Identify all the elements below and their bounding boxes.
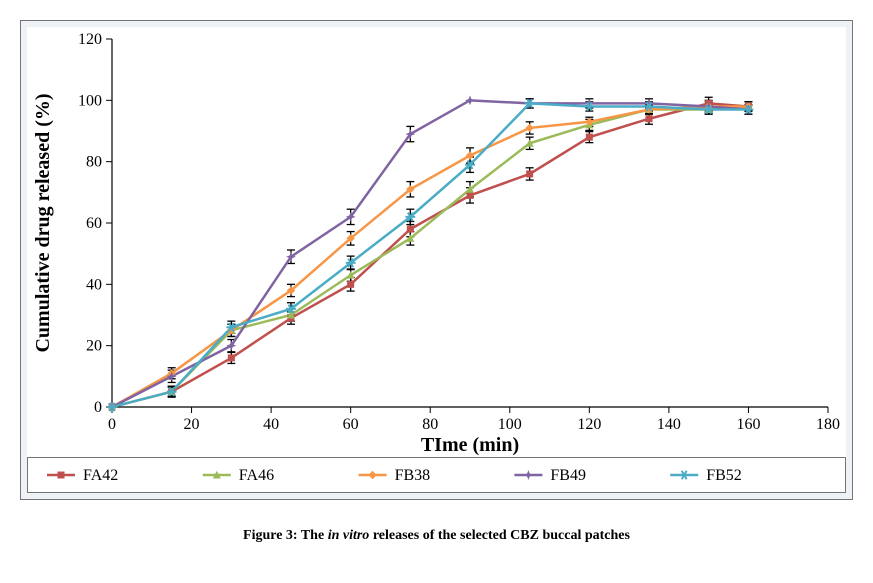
svg-text:120: 120: [577, 416, 601, 433]
svg-text:40: 40: [86, 276, 102, 293]
svg-text:20: 20: [86, 338, 102, 355]
svg-text:20: 20: [184, 416, 200, 433]
svg-text:FA46: FA46: [239, 467, 274, 484]
legend-svg: FA42 FA46 FB38 FB49 FB52: [27, 457, 846, 493]
svg-text:160: 160: [736, 416, 760, 433]
chart-outer-panel: 0 20 40 60 80 100 120 140 160 180 0 20 40 60 80 100 120 T…: [20, 20, 853, 500]
svg-text:120: 120: [78, 31, 102, 48]
svg-text:0: 0: [94, 399, 102, 416]
svg-text:FB49: FB49: [550, 467, 586, 484]
svg-text:FA42: FA42: [83, 467, 118, 484]
svg-text:100: 100: [498, 416, 522, 433]
caption-italic: in vitro: [328, 528, 370, 543]
chart-svg: 0 20 40 60 80 100 120 140 160 180 0 20 40 60 80 100 120 T…: [27, 27, 846, 457]
figure-container: 0 20 40 60 80 100 120 140 160 180 0 20 40 60 80 100 120 T…: [20, 20, 853, 544]
svg-text:180: 180: [816, 416, 840, 433]
svg-text:FB52: FB52: [706, 467, 742, 484]
svg-text:TIme (min): TIme (min): [421, 434, 519, 456]
caption-suffix: releases of the selected CBZ buccal patc…: [369, 528, 630, 543]
chart-plot-area: 0 20 40 60 80 100 120 140 160 180 0 20 40 60 80 100 120 T…: [27, 27, 846, 457]
svg-text:Cumulative drug released (%): Cumulative drug released (%): [32, 93, 54, 352]
svg-text:80: 80: [86, 154, 102, 171]
svg-text:60: 60: [86, 215, 102, 232]
svg-text:100: 100: [78, 92, 102, 109]
figure-caption: Figure 3: The in vitro releases of the s…: [20, 528, 853, 544]
svg-text:40: 40: [263, 416, 279, 433]
svg-text:FB38: FB38: [395, 467, 431, 484]
svg-text:60: 60: [343, 416, 359, 433]
caption-prefix: Figure 3: The: [243, 528, 328, 543]
svg-text:140: 140: [657, 416, 681, 433]
svg-text:0: 0: [108, 416, 116, 433]
svg-text:80: 80: [422, 416, 438, 433]
